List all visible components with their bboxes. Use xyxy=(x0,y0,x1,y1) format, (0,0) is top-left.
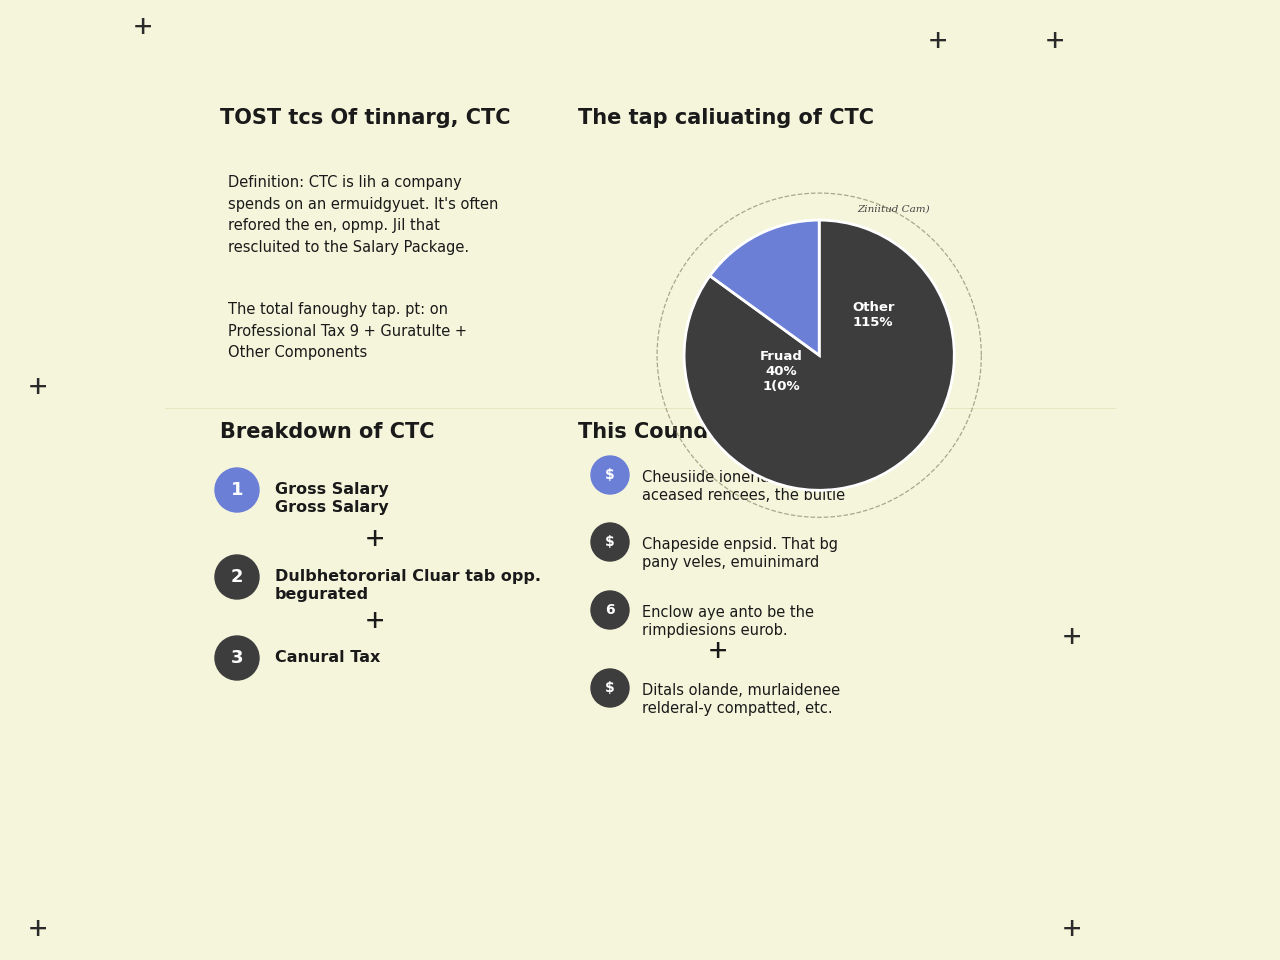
Text: Chapeside enpsid. That bg: Chapeside enpsid. That bg xyxy=(643,537,838,552)
Circle shape xyxy=(215,555,259,599)
Text: pany veles, emuinimard: pany veles, emuinimard xyxy=(643,555,819,570)
Text: +: + xyxy=(929,28,947,57)
Text: TOST tcs Of tinnarg, CTC: TOST tcs Of tinnarg, CTC xyxy=(220,108,511,128)
Text: +: + xyxy=(29,373,47,402)
Text: relderal-y compatted, etc.: relderal-y compatted, etc. xyxy=(643,701,832,716)
Circle shape xyxy=(591,591,628,629)
Text: begurated: begurated xyxy=(275,587,369,602)
Circle shape xyxy=(591,456,628,494)
Text: 2: 2 xyxy=(230,568,243,586)
Text: +: + xyxy=(1062,916,1082,945)
Text: 3: 3 xyxy=(230,649,243,667)
Text: The tap caliuating of CTC: The tap caliuating of CTC xyxy=(579,108,874,128)
Circle shape xyxy=(591,669,628,707)
Text: Definition: CTC is lih a company
spends on an ermuidgyuet. It's often
refored th: Definition: CTC is lih a company spends … xyxy=(228,175,498,254)
Text: $: $ xyxy=(605,468,614,482)
Text: Breakdown of CTC: Breakdown of CTC xyxy=(220,422,434,442)
Circle shape xyxy=(591,523,628,561)
Text: Fruad
40%
1(0%: Fruad 40% 1(0% xyxy=(760,349,803,393)
Text: 1: 1 xyxy=(230,481,243,499)
Circle shape xyxy=(215,468,259,512)
Text: +: + xyxy=(366,608,384,636)
Text: Dulbhetororial Cluar tab opp.: Dulbhetororial Cluar tab opp. xyxy=(275,569,541,584)
Text: Cheusiide ioneriald bg: Cheusiide ioneriald bg xyxy=(643,470,806,485)
Text: Enclow aye anto be the: Enclow aye anto be the xyxy=(643,605,814,620)
Text: aceased rencees, the buitle: aceased rencees, the buitle xyxy=(643,488,845,503)
Text: Ziniitud Cam): Ziniitud Cam) xyxy=(858,204,929,214)
Text: Ditals olande, murlaidenee: Ditals olande, murlaidenee xyxy=(643,683,840,698)
Text: $: $ xyxy=(605,535,614,549)
Text: +: + xyxy=(134,13,152,42)
Text: 6: 6 xyxy=(605,603,614,617)
Text: $: $ xyxy=(605,681,614,695)
Text: Gross Salary: Gross Salary xyxy=(275,482,389,497)
Circle shape xyxy=(215,636,259,680)
Text: rimpdiesions eurob.: rimpdiesions eurob. xyxy=(643,623,787,638)
Text: The total fanoughy tap. pt: on
Professional Tax 9 + Guratulte +
Other Components: The total fanoughy tap. pt: on Professio… xyxy=(228,302,467,360)
Text: +: + xyxy=(1046,28,1064,57)
Text: Canural Tax: Canural Tax xyxy=(275,650,380,665)
Text: +: + xyxy=(366,525,384,555)
Text: Other
115%: Other 115% xyxy=(852,300,895,328)
Wedge shape xyxy=(710,220,819,355)
Text: +: + xyxy=(709,637,727,666)
Text: +: + xyxy=(29,916,47,945)
Wedge shape xyxy=(684,220,955,491)
Text: +: + xyxy=(1062,623,1082,653)
Text: Gross Salary: Gross Salary xyxy=(275,500,389,515)
Text: This Coundelient Components: This Coundelient Components xyxy=(579,422,931,442)
